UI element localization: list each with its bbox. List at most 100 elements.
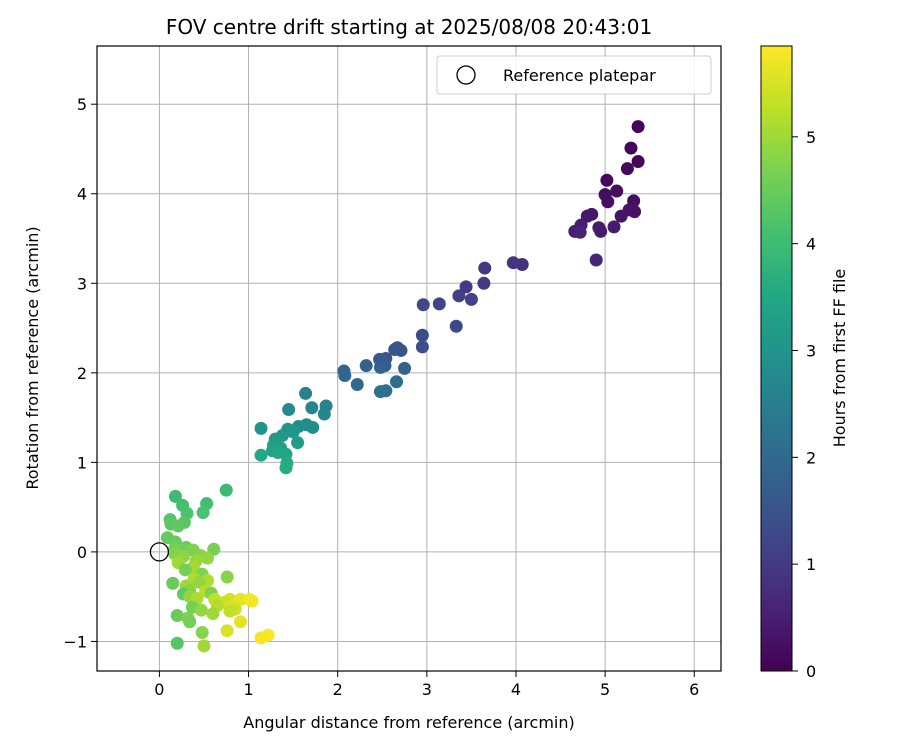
- data-point: [373, 360, 387, 374]
- data-point: [477, 276, 491, 290]
- x-tick-label: 2: [333, 680, 343, 699]
- data-point: [183, 615, 197, 629]
- data-point: [299, 386, 313, 400]
- x-tick-label: 0: [154, 680, 164, 699]
- colorbar-tick-label: 3: [806, 341, 816, 360]
- data-point: [338, 369, 352, 383]
- data-point: [234, 615, 248, 629]
- data-point: [286, 425, 300, 439]
- data-point: [398, 361, 412, 375]
- legend: Reference platepar: [436, 55, 712, 95]
- data-point: [206, 607, 220, 621]
- y-tick-label: 1: [77, 453, 87, 472]
- data-point: [589, 253, 603, 267]
- data-point: [600, 173, 614, 187]
- data-point: [317, 407, 331, 421]
- data-point: [594, 224, 608, 238]
- colorbar-tick-label: 1: [806, 555, 816, 574]
- data-point: [415, 328, 429, 342]
- data-point: [234, 592, 248, 606]
- x-axis-label: Angular distance from reference (arcmin): [243, 713, 574, 732]
- data-point: [168, 489, 182, 503]
- legend-box: [436, 55, 712, 95]
- data-point: [170, 636, 184, 650]
- data-point: [631, 120, 645, 134]
- data-point: [219, 483, 233, 497]
- x-tick-label: 4: [511, 680, 521, 699]
- data-point: [350, 377, 364, 391]
- colorbar: 0 1 2 3 4 5 Hours from first FF file: [760, 45, 849, 681]
- data-point: [478, 261, 492, 275]
- data-point: [178, 563, 192, 577]
- data-point: [449, 319, 463, 333]
- data-point: [254, 448, 268, 462]
- data-points: [160, 120, 645, 653]
- data-point: [631, 155, 645, 169]
- y-tick-label: 2: [77, 364, 87, 383]
- chart-title: FOV centre drift starting at 2025/08/08 …: [166, 15, 652, 39]
- data-point: [245, 594, 259, 608]
- legend-open-circle-icon: [456, 65, 476, 85]
- data-point: [388, 343, 402, 357]
- data-point: [601, 195, 615, 209]
- data-point: [254, 631, 268, 645]
- data-point: [624, 141, 638, 155]
- data-point: [620, 162, 634, 176]
- data-point: [170, 608, 184, 622]
- data-point: [506, 256, 520, 270]
- x-tick-label: 6: [689, 680, 699, 699]
- x-axis-ticks: 0 1 2 3 4 5 6: [154, 671, 699, 699]
- data-point: [373, 385, 387, 399]
- y-tick-label: 3: [77, 274, 87, 293]
- data-point: [452, 289, 466, 303]
- data-point: [415, 340, 429, 354]
- colorbar-tick-label: 0: [806, 662, 816, 681]
- reference-marker: [149, 542, 170, 562]
- y-tick-label: 5: [77, 95, 87, 114]
- colorbar-gradient: [760, 45, 793, 672]
- x-tick-label: 5: [600, 680, 610, 699]
- data-point: [196, 506, 210, 520]
- y-tick-label: 4: [77, 185, 87, 204]
- data-point: [194, 603, 208, 617]
- data-point: [359, 359, 373, 373]
- data-point: [220, 624, 234, 638]
- data-point: [305, 401, 319, 415]
- data-point: [416, 298, 430, 312]
- data-point: [291, 436, 305, 450]
- data-point: [279, 461, 293, 475]
- plot-frame: [96, 45, 722, 672]
- colorbar-tick-label: 2: [806, 448, 816, 467]
- data-point: [223, 604, 237, 618]
- data-point: [432, 297, 446, 311]
- data-point: [390, 375, 404, 389]
- data-point: [201, 551, 215, 565]
- y-tick-label: −1: [63, 632, 87, 651]
- data-point: [614, 209, 628, 223]
- reference-platepar-marker: [149, 542, 170, 562]
- y-axis-ticks: −1 0 1 2 3 4 5: [63, 95, 97, 651]
- data-point: [171, 519, 185, 533]
- data-point: [220, 570, 234, 584]
- data-point: [282, 403, 296, 417]
- data-point: [464, 292, 478, 306]
- data-point: [197, 639, 211, 653]
- data-point: [628, 205, 642, 219]
- colorbar-tick-label: 4: [806, 235, 816, 254]
- y-tick-label: 0: [77, 543, 87, 562]
- colorbar-ticks: 0 1 2 3 4 5: [792, 128, 816, 681]
- data-point: [610, 184, 624, 198]
- colorbar-label: Hours from first FF file: [830, 269, 849, 448]
- colorbar-tick-label: 5: [806, 128, 816, 147]
- data-point: [195, 625, 209, 639]
- data-point: [573, 225, 587, 239]
- data-point: [607, 220, 621, 234]
- data-point: [306, 420, 320, 434]
- data-point: [459, 280, 473, 294]
- legend-label: Reference platepar: [503, 66, 656, 85]
- x-tick-label: 3: [422, 680, 432, 699]
- x-tick-label: 1: [243, 680, 253, 699]
- data-point: [254, 421, 268, 435]
- y-axis-label: Rotation from reference (arcmin): [23, 226, 42, 489]
